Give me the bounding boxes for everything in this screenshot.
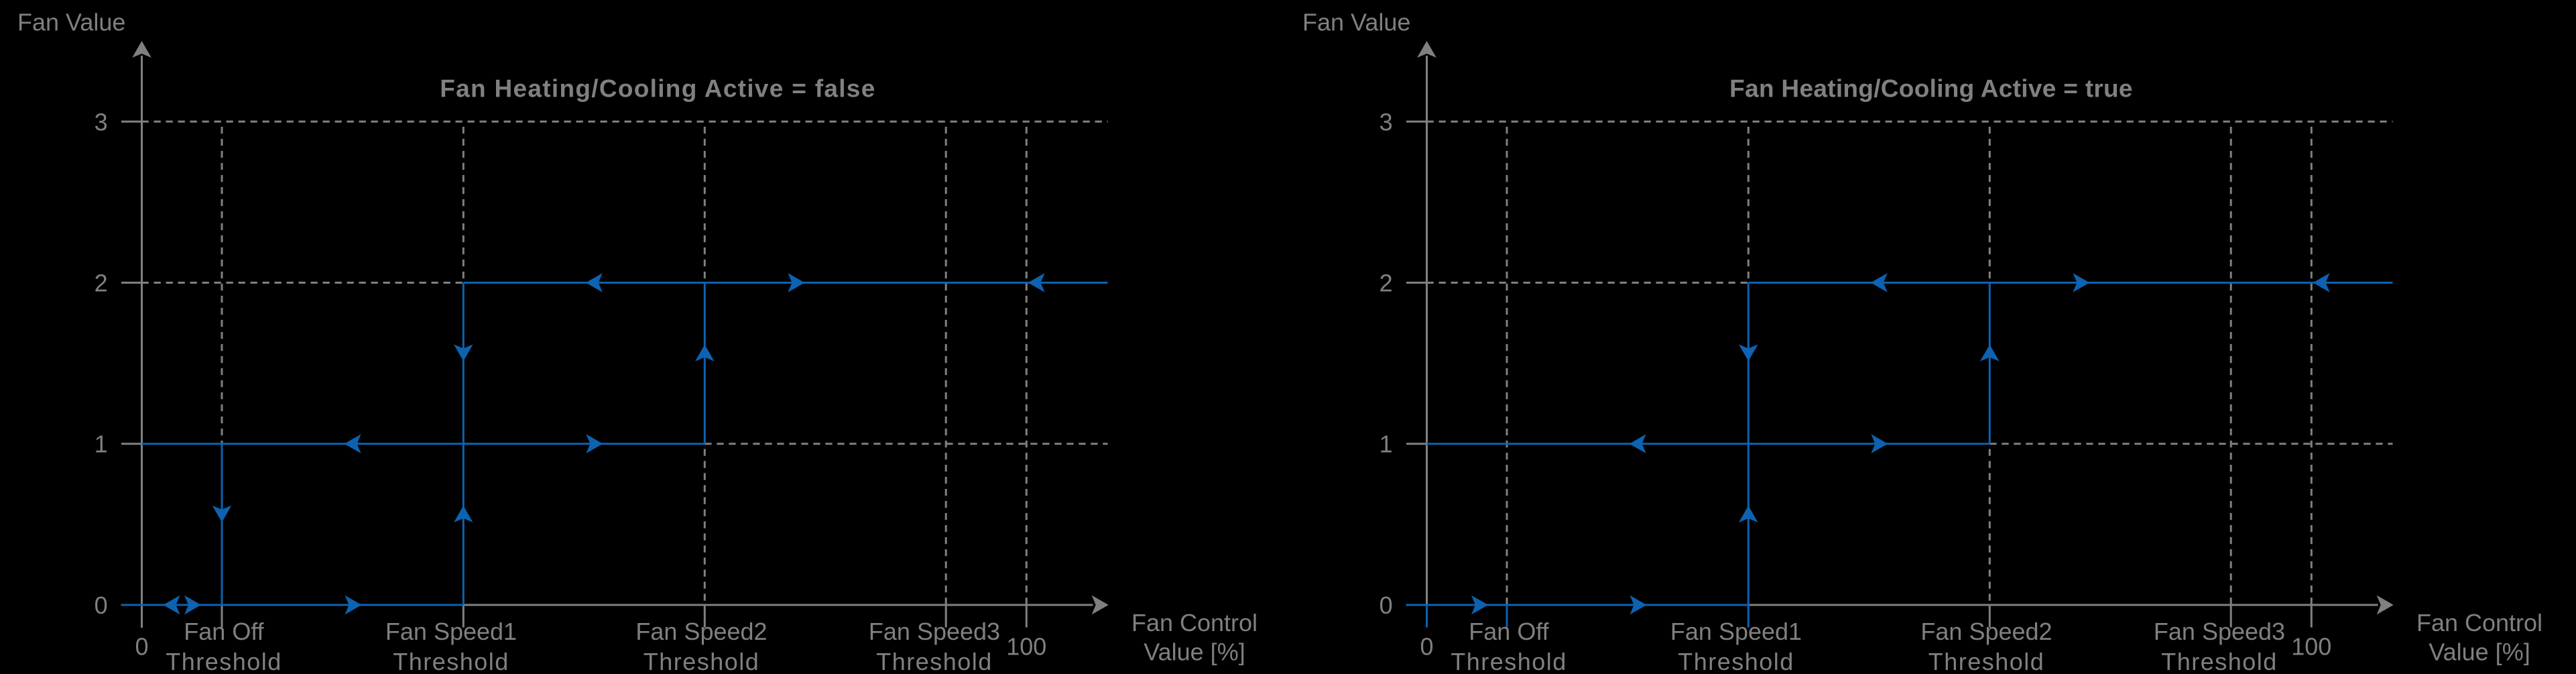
svg-text:2: 2 xyxy=(95,270,108,297)
svg-text:Fan Value: Fan Value xyxy=(17,9,125,36)
svg-text:1: 1 xyxy=(95,431,108,458)
svg-text:Threshold: Threshold xyxy=(1678,648,1794,674)
svg-text:0: 0 xyxy=(135,633,148,661)
svg-text:Fan Off: Fan Off xyxy=(184,618,264,645)
svg-text:Fan Off: Fan Off xyxy=(1469,618,1549,645)
svg-text:0: 0 xyxy=(1379,592,1393,619)
svg-text:Threshold: Threshold xyxy=(166,648,282,674)
svg-text:Fan Control: Fan Control xyxy=(1131,609,1258,636)
svg-text:Fan Value: Fan Value xyxy=(1302,9,1410,36)
svg-text:Threshold: Threshold xyxy=(876,648,993,674)
svg-text:Fan Speed1: Fan Speed1 xyxy=(385,618,517,645)
svg-text:Threshold: Threshold xyxy=(1451,648,1567,674)
svg-text:0: 0 xyxy=(1420,633,1433,661)
svg-text:Fan Heating/Cooling Active = t: Fan Heating/Cooling Active = true xyxy=(1729,75,2133,103)
svg-text:Fan Speed2: Fan Speed2 xyxy=(635,618,767,645)
svg-text:Fan Speed3: Fan Speed3 xyxy=(2154,618,2285,645)
svg-text:2: 2 xyxy=(1379,270,1393,297)
svg-text:Fan Control: Fan Control xyxy=(2416,609,2542,636)
svg-text:Threshold: Threshold xyxy=(393,648,509,674)
svg-text:Value [%]: Value [%] xyxy=(2429,638,2530,666)
svg-text:Threshold: Threshold xyxy=(1928,648,2045,674)
svg-text:3: 3 xyxy=(1379,108,1393,135)
svg-text:Value [%]: Value [%] xyxy=(1144,638,1245,666)
svg-text:Fan Speed3: Fan Speed3 xyxy=(869,618,1000,645)
svg-text:100: 100 xyxy=(2291,633,2331,661)
svg-text:Fan Speed2: Fan Speed2 xyxy=(1920,618,2052,645)
svg-text:1: 1 xyxy=(1379,431,1393,458)
svg-text:100: 100 xyxy=(1006,633,1046,661)
svg-text:3: 3 xyxy=(95,108,108,135)
svg-text:Fan Heating/Cooling Active = f: Fan Heating/Cooling Active = false xyxy=(440,75,875,103)
svg-text:Threshold: Threshold xyxy=(643,648,760,674)
svg-text:Fan Speed1: Fan Speed1 xyxy=(1670,618,1802,645)
svg-text:0: 0 xyxy=(95,592,108,619)
svg-text:Threshold: Threshold xyxy=(2161,648,2278,674)
